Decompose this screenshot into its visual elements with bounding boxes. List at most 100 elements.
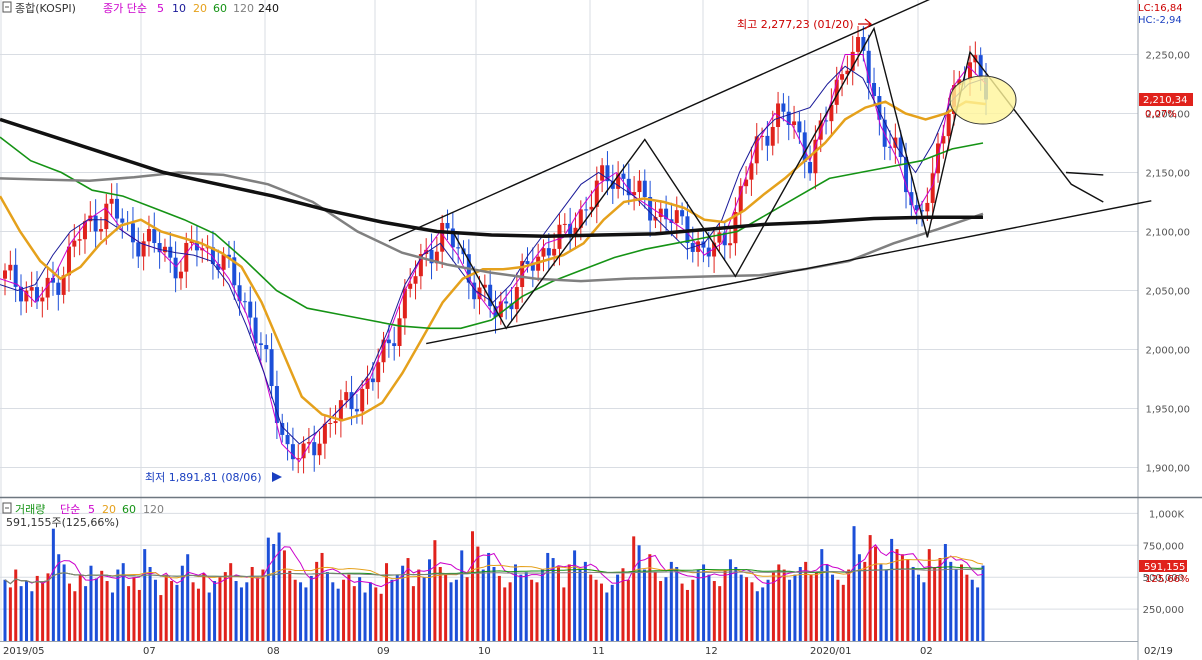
volume-bar [739, 574, 743, 641]
volume-bar [234, 581, 238, 641]
date-tick-label: 02/19 [1144, 646, 1173, 657]
volume-bar [927, 549, 931, 641]
volume-bar [943, 544, 947, 641]
price-tick-label: 1,900,00 [1145, 464, 1190, 475]
volume-bar [245, 582, 249, 641]
candle [925, 187, 930, 222]
candle [29, 271, 34, 307]
volume-bar [648, 554, 652, 641]
volume-bar [250, 566, 254, 641]
volume-bar [444, 574, 448, 641]
volume-bar [476, 546, 480, 641]
volume-bar [863, 561, 867, 641]
candle [856, 25, 861, 67]
vol-ma-60: 60 [122, 503, 136, 516]
price-tick-label: 1,950,00 [1145, 405, 1190, 416]
volume-bar [508, 582, 512, 641]
price-tick-label: 2,050,00 [1145, 287, 1190, 298]
volume-bar [352, 586, 356, 641]
candle [749, 146, 754, 196]
candle [392, 326, 397, 361]
volume-bar [347, 574, 351, 641]
trend-channel-lower [426, 200, 1152, 345]
volume-bar [696, 569, 700, 641]
volume-ma-5 [4, 544, 984, 588]
candle [568, 207, 573, 252]
volume-bar [503, 587, 507, 641]
volume-ma-20 [4, 556, 984, 585]
volume-bar [121, 563, 125, 641]
candle [210, 230, 215, 280]
candle [552, 232, 557, 267]
volume-bar [761, 587, 765, 641]
candle [738, 178, 743, 229]
volume-bar [73, 591, 77, 641]
volume-bar [664, 577, 668, 641]
volume-bar [78, 574, 82, 641]
volume-bar [653, 572, 657, 641]
volume-bar [148, 566, 152, 641]
candle [845, 55, 850, 85]
volume-bar [642, 569, 646, 641]
volume-bar [325, 572, 329, 641]
candle [328, 407, 333, 438]
volume-tag-value: 591,155 [1144, 562, 1185, 573]
volume-bar [556, 565, 560, 641]
volume-axis-ticks: 1,000K 750,000 500,000 250,000 [1143, 509, 1185, 616]
candle [770, 110, 775, 156]
ma-period-5: 5 [157, 2, 164, 15]
volume-bar [492, 566, 496, 641]
volume-bar [777, 564, 781, 641]
volume-bar [14, 569, 18, 641]
highlight-ellipse [949, 75, 1017, 125]
ma-line-10 [0, 65, 987, 445]
volume-bar [67, 583, 71, 641]
candle [360, 380, 365, 425]
volume-bar [750, 582, 754, 641]
candle [642, 169, 647, 209]
trend-forecast-arrow [1065, 171, 1104, 176]
candle [72, 224, 77, 258]
candle [653, 202, 658, 229]
date-tick-label: 12 [705, 646, 718, 657]
price-axis-ticks: 2,250,00 2,200,00 2,150,00 2,100,00 2,050,00… [1145, 51, 1190, 475]
volume-bar [691, 579, 695, 641]
candle [45, 266, 50, 310]
volume-bar [153, 579, 157, 641]
volume-bar [911, 566, 915, 641]
candle [152, 212, 157, 253]
candle [850, 35, 855, 86]
candle [258, 332, 263, 361]
volume-bar [605, 592, 609, 641]
volume-bar [798, 566, 802, 641]
volume-ma-label: 단순 [60, 503, 80, 516]
volume-ma-120 [4, 568, 984, 585]
volume-bar [19, 586, 23, 641]
volume-bar [583, 561, 587, 641]
volume-bar [229, 563, 233, 641]
price-tick-label: 2,150,00 [1145, 169, 1190, 180]
volume-bar [266, 537, 270, 641]
ma-legend-label: 종가 단순 [103, 2, 147, 15]
candle [264, 334, 269, 363]
price-tag-box [1139, 93, 1193, 106]
date-tick-label: 07 [143, 646, 156, 657]
volume-bar [578, 569, 582, 641]
volume-bar [170, 581, 174, 641]
candle [322, 414, 327, 459]
candle [146, 215, 151, 257]
volume-bar [782, 569, 786, 641]
volume-bar [535, 582, 539, 641]
volume-bar [567, 564, 571, 641]
price-tag-value: 2,210,34 [1143, 95, 1188, 106]
volume-bar [57, 554, 61, 641]
price-tick-label: 2,100,00 [1145, 228, 1190, 239]
volume-tick-label: 500,000 [1143, 573, 1184, 584]
volume-bar [84, 586, 88, 641]
volume-bar [3, 579, 7, 641]
volume-bar [422, 577, 426, 641]
date-tick-label: 09 [377, 646, 390, 657]
volume-bar [196, 588, 200, 641]
volume-bar [132, 577, 136, 641]
volume-bar [428, 559, 432, 641]
